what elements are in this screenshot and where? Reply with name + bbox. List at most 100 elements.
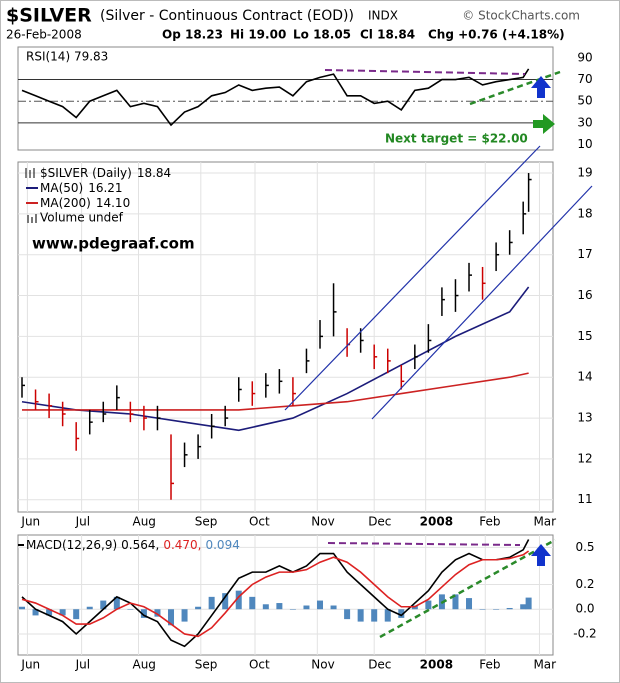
up-arrow xyxy=(531,76,551,98)
legend-icon xyxy=(27,214,37,223)
series-line xyxy=(21,68,530,127)
series-line xyxy=(21,539,530,648)
right-arrow xyxy=(533,114,555,134)
x-tick-label: Jun xyxy=(20,515,40,529)
histogram-bar xyxy=(86,606,93,610)
y-tick-label: -0.2 xyxy=(573,626,596,640)
legend-value: 0.470, xyxy=(163,538,201,552)
quote: Op 18.23 xyxy=(162,28,223,42)
histogram-bar xyxy=(398,609,405,618)
quote: Lo 18.05 xyxy=(293,28,351,42)
panel-frame xyxy=(17,534,554,656)
histogram-bar xyxy=(181,609,188,622)
legend-icon xyxy=(25,168,35,178)
series-line xyxy=(21,550,530,638)
histogram-bar xyxy=(113,596,120,610)
quote: Cl 18.84 xyxy=(360,28,415,42)
y-tick-label: 19 xyxy=(577,166,592,180)
histogram-bar xyxy=(222,593,229,610)
y-tick-label: 18 xyxy=(577,206,592,220)
x-tick-label: Jul xyxy=(75,658,90,672)
histogram-bar xyxy=(262,604,269,610)
x-tick-label: Aug xyxy=(132,658,155,672)
histogram-bar xyxy=(357,609,364,622)
histogram-bar xyxy=(344,609,351,620)
histogram-bar xyxy=(384,609,391,622)
resistance-line xyxy=(324,69,526,75)
histogram-bar xyxy=(303,605,310,610)
legend-value: 0.564, xyxy=(121,538,159,552)
histogram-bar xyxy=(168,609,175,626)
x-tick-label: Feb xyxy=(479,658,500,672)
legend-value: 16.21 xyxy=(88,181,122,195)
y-tick-label: 30 xyxy=(577,115,592,129)
date: 26-Feb-2008 xyxy=(6,28,82,42)
x-tick-label: Aug xyxy=(132,515,155,529)
histogram-bar xyxy=(330,605,337,610)
panel-frame xyxy=(17,161,554,513)
histogram-bar xyxy=(276,603,283,610)
histogram-bar xyxy=(479,609,486,610)
x-tick-label: Oct xyxy=(249,515,270,529)
legend-name: MA(200) xyxy=(40,196,91,210)
legend-entry: MA(50) 16.21 xyxy=(40,181,123,195)
legend-name: $SILVER (Daily) xyxy=(40,166,132,180)
series-line xyxy=(21,286,530,432)
x-tick-label: Jun xyxy=(20,658,40,672)
y-tick-label: 16 xyxy=(577,288,592,302)
y-tick-label: 15 xyxy=(577,329,592,343)
histogram-bar xyxy=(32,609,39,616)
symbol: $SILVER xyxy=(6,5,92,27)
histogram-bar xyxy=(525,597,532,610)
exchange: INDX xyxy=(368,9,398,23)
x-tick-label: 2008 xyxy=(420,658,453,672)
panel-frame xyxy=(17,46,554,151)
up-arrow xyxy=(531,544,551,566)
x-tick-label: Sep xyxy=(195,658,218,672)
y-tick-label: 70 xyxy=(577,72,592,86)
histogram-bar xyxy=(452,594,459,610)
x-tick-label: Mar xyxy=(533,515,556,529)
histogram-bar xyxy=(73,609,80,620)
series-line xyxy=(22,372,529,411)
x-tick-label: Dec xyxy=(368,658,391,672)
histogram-bar xyxy=(235,590,242,610)
histogram-bar xyxy=(317,600,324,610)
x-tick-label: Nov xyxy=(311,515,334,529)
y-tick-label: 10 xyxy=(577,137,592,151)
histogram-bar xyxy=(506,607,513,610)
legend-value: 14.10 xyxy=(96,196,130,210)
histogram-bar xyxy=(208,596,215,610)
panel-title: RSI(14) 79.83 xyxy=(26,50,108,64)
channel-line xyxy=(371,185,593,420)
histogram-bar xyxy=(466,598,473,610)
y-tick-label: 90 xyxy=(577,50,592,64)
y-tick-label: 50 xyxy=(577,94,592,108)
plots: 10 30 50 70 90 RSI(14) 79.83 Jun Jul Aug Sep Oct No… xyxy=(17,46,597,672)
histogram-bar xyxy=(127,609,134,610)
y-tick-label: 14 xyxy=(577,370,592,384)
histogram-bar xyxy=(289,609,296,610)
histogram-bar xyxy=(46,609,53,616)
y-tick-label: 11 xyxy=(577,492,592,506)
quote: Hi 19.00 xyxy=(230,28,286,42)
legend-entry: $SILVER (Daily) 18.84 xyxy=(40,166,171,180)
y-tick-label: 0.5 xyxy=(575,540,594,554)
y-tick-label: 0.0 xyxy=(575,602,594,616)
quote: Chg +0.76 (+4.18%) xyxy=(428,28,565,42)
histogram-bar xyxy=(520,604,527,610)
target-note: Next target = $22.00 xyxy=(385,132,528,146)
source: © StockCharts.com xyxy=(462,9,580,23)
x-tick-label: Nov xyxy=(311,658,334,672)
histogram-bar xyxy=(195,606,202,610)
x-tick-label: Sep xyxy=(195,515,218,529)
support-line xyxy=(379,538,556,639)
x-tick-label: Jul xyxy=(75,515,90,529)
legend-value: 0.094 xyxy=(205,538,239,552)
histogram-bar xyxy=(371,609,378,622)
panel-title: MACD(12,26,9) 0.564, 0.470, 0.094 xyxy=(26,538,240,552)
histogram-bar xyxy=(154,609,161,617)
histogram-bar xyxy=(493,609,500,610)
x-tick-label: Oct xyxy=(249,658,270,672)
x-tick-label: 2008 xyxy=(420,515,453,529)
